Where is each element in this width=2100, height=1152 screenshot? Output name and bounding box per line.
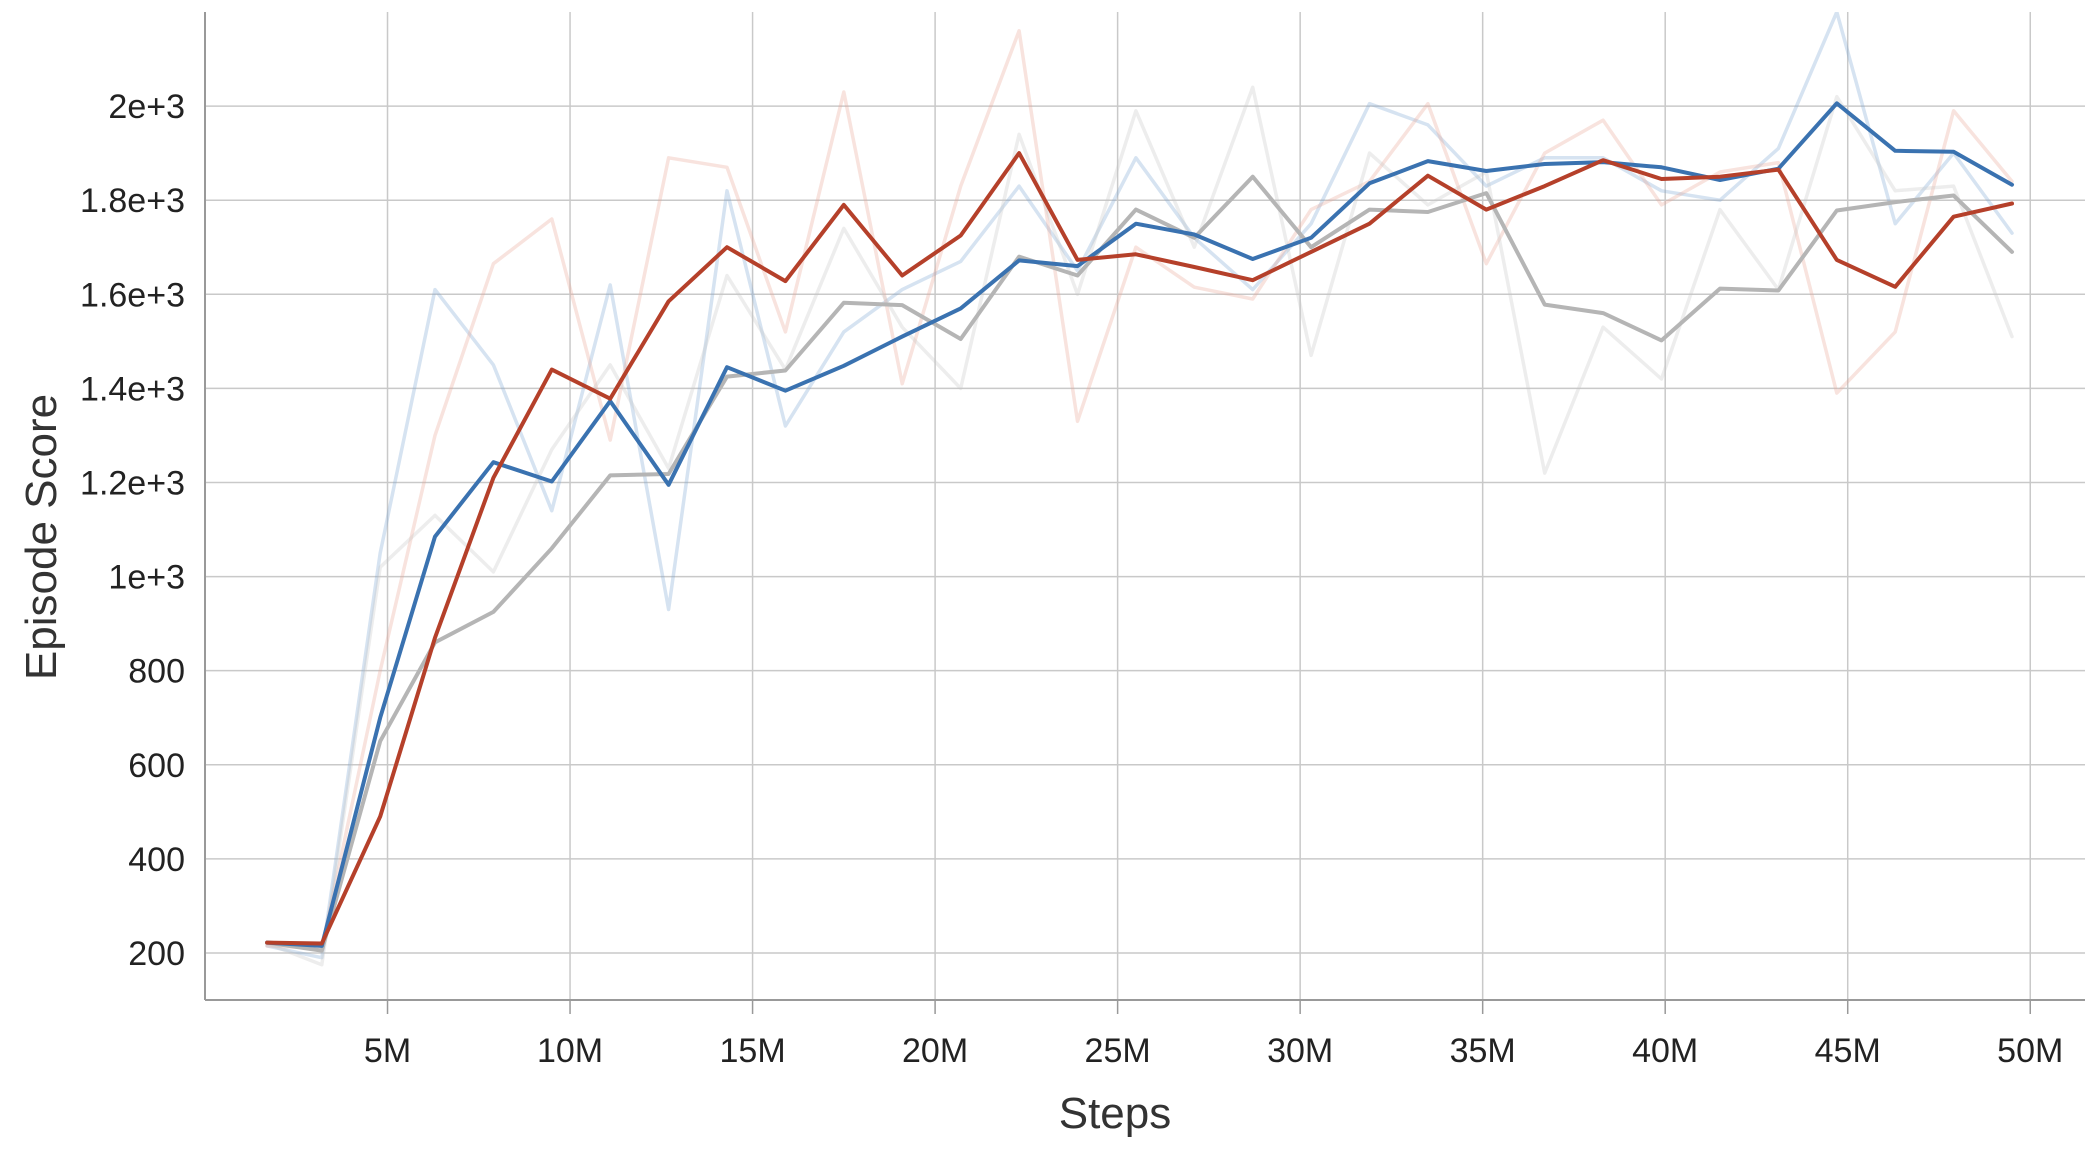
series-lines (267, 12, 2012, 965)
x-tick-label: 25M (1085, 1032, 1151, 1070)
y-tick-label: 1.6e+3 (80, 276, 185, 314)
axes (205, 12, 2085, 1014)
y-tick-label: 1e+3 (108, 559, 185, 597)
x-tick-label: 30M (1267, 1032, 1333, 1070)
y-tick-label: 1.2e+3 (80, 464, 185, 502)
y-tick-label: 200 (128, 935, 185, 973)
raw-series-line-1 (267, 31, 2012, 948)
y-tick-label: 800 (128, 653, 185, 691)
smoothed-series-line-4 (267, 103, 2012, 946)
x-tick-label: 40M (1632, 1032, 1698, 1070)
x-tick-label: 35M (1450, 1032, 1516, 1070)
x-tick-label: 50M (1997, 1032, 2063, 1070)
x-tick-label: 45M (1815, 1032, 1881, 1070)
raw-series-line-0 (267, 12, 2012, 958)
smoothed-series-line-5 (267, 153, 2012, 943)
x-tick-label: 5M (364, 1032, 411, 1070)
smoothed-series-line-3 (267, 177, 2012, 951)
y-axis-title: Episode Score (17, 394, 66, 680)
x-axis-title: Steps (1059, 1089, 1172, 1138)
y-tick-label: 600 (128, 747, 185, 785)
y-tick-label: 2e+3 (108, 88, 185, 126)
x-tick-label: 10M (537, 1032, 603, 1070)
y-tick-label: 1.4e+3 (80, 370, 185, 408)
x-tick-label: 15M (720, 1032, 786, 1070)
grid (205, 12, 2085, 1000)
x-tick-label: 20M (902, 1032, 968, 1070)
y-tick-label: 1.8e+3 (80, 182, 185, 220)
raw-series-line-2 (267, 87, 2012, 964)
y-tick-label: 400 (128, 841, 185, 879)
